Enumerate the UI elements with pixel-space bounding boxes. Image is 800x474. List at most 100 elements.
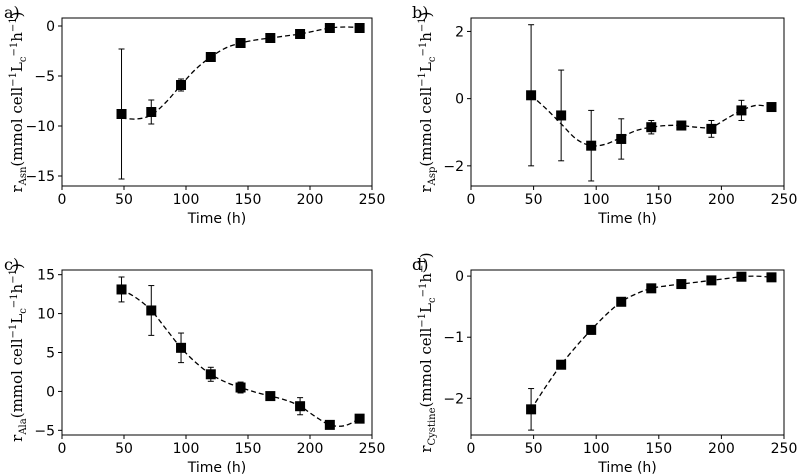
data-point bbox=[116, 109, 127, 119]
data-point bbox=[116, 284, 127, 295]
x-tick-label: 0 bbox=[58, 441, 67, 457]
data-point bbox=[706, 275, 717, 286]
y-tick-label: 0 bbox=[455, 269, 464, 285]
x-tick-label: 250 bbox=[359, 192, 386, 208]
data-point bbox=[556, 110, 567, 121]
axes-frame bbox=[61, 17, 373, 187]
data-point bbox=[766, 272, 777, 283]
y-axis-label-units: (mmol cell bbox=[8, 87, 26, 167]
axes-frame bbox=[470, 269, 785, 436]
data-point bbox=[324, 419, 335, 430]
data-point bbox=[324, 23, 335, 33]
panel-label: c) bbox=[4, 255, 19, 274]
data-point bbox=[146, 107, 157, 117]
y-axis-label-close: ) bbox=[417, 11, 435, 17]
y-axis-label-exp3: −1 bbox=[8, 17, 19, 32]
y-tick-label: 10 bbox=[37, 307, 55, 323]
x-tick-label: 100 bbox=[173, 192, 200, 208]
y-tick-label: −2 bbox=[443, 391, 464, 407]
y-tick-label: −2 bbox=[443, 159, 464, 175]
data-point bbox=[556, 359, 567, 370]
y-axis-label: rAsn(mmol cell−1Lc−1h−1) bbox=[8, 11, 29, 192]
panel-d: 0 50 100 150 200 250 −2 −1 0 Time (h) rCystine(mmo… bbox=[412, 252, 797, 474]
x-tick-label: 150 bbox=[235, 192, 262, 208]
y-axis-label-mid: L bbox=[8, 314, 26, 324]
data-point bbox=[176, 80, 187, 90]
y-axis-label-exp2: −1 bbox=[418, 42, 429, 57]
data-point bbox=[235, 382, 246, 393]
x-tick-label: 200 bbox=[297, 441, 324, 457]
y-axis-label-tail: h bbox=[8, 32, 26, 42]
y-tick-label: −1 bbox=[443, 330, 464, 346]
x-axis-label: Time (h) bbox=[187, 460, 247, 474]
data-point bbox=[586, 324, 597, 335]
y-axis-label-mid: L bbox=[417, 62, 435, 72]
y-axis-label-var: r bbox=[417, 445, 435, 453]
y-axis-label-mid: L bbox=[417, 303, 435, 313]
x-tick-label: 0 bbox=[467, 441, 476, 457]
axes-frame bbox=[61, 269, 373, 436]
y-tick-label: 0 bbox=[46, 384, 55, 400]
y-axis-label-sub2: c bbox=[427, 297, 438, 303]
x-tick-label: 200 bbox=[708, 192, 735, 208]
x-tick-label: 150 bbox=[645, 192, 672, 208]
y-axis-label-close: ) bbox=[417, 252, 435, 258]
y-axis-label-units: (mmol cell bbox=[417, 87, 435, 167]
x-tick-label: 50 bbox=[115, 441, 133, 457]
x-tick-label: 200 bbox=[297, 192, 324, 208]
data-point bbox=[586, 140, 597, 151]
fit-curve bbox=[530, 94, 772, 147]
data-point bbox=[646, 122, 657, 133]
y-tick-label: 5 bbox=[46, 346, 55, 362]
x-tick-label: 100 bbox=[583, 192, 610, 208]
data-point bbox=[265, 33, 276, 43]
y-axis-label-exp1: −1 bbox=[8, 324, 19, 339]
data-point bbox=[616, 133, 627, 144]
data-point bbox=[736, 271, 747, 282]
data-point bbox=[146, 305, 157, 316]
x-axis-label: Time (h) bbox=[597, 460, 657, 474]
fit-curve bbox=[530, 275, 772, 410]
y-tick-label: −15 bbox=[25, 169, 55, 185]
y-axis-label-sub: Asp bbox=[427, 167, 438, 187]
data-point bbox=[766, 102, 777, 113]
x-tick-label: 50 bbox=[525, 441, 543, 457]
y-axis-label-exp3: −1 bbox=[417, 17, 428, 32]
y-axis-label-var: r bbox=[8, 434, 26, 442]
panel-label: d) bbox=[412, 255, 428, 274]
y-axis-label-var: r bbox=[8, 185, 26, 193]
data-point bbox=[295, 401, 306, 412]
x-tick-label: 100 bbox=[173, 441, 200, 457]
panel-label: a) bbox=[4, 3, 20, 22]
y-tick-label: −5 bbox=[34, 423, 55, 439]
y-axis-label-exp1: −1 bbox=[417, 313, 428, 328]
y-axis-label-sub: Ala bbox=[18, 418, 29, 435]
data-point bbox=[676, 120, 687, 131]
panel-label: b) bbox=[412, 3, 428, 22]
y-axis-label-exp3: −1 bbox=[417, 258, 428, 273]
axes-frame bbox=[470, 17, 785, 187]
y-axis-label-exp1: −1 bbox=[417, 72, 428, 87]
x-tick-label: 150 bbox=[235, 441, 262, 457]
data-point bbox=[526, 90, 537, 101]
x-tick-label: 150 bbox=[645, 441, 672, 457]
y-axis-label-exp2: −1 bbox=[9, 293, 20, 308]
x-tick-label: 250 bbox=[771, 441, 798, 457]
data-point bbox=[354, 413, 365, 424]
y-axis-label: rCystine(mmol cell−1Lc−1h−1) bbox=[417, 252, 438, 452]
y-axis-label-exp1: −1 bbox=[8, 72, 19, 87]
fit-curve bbox=[121, 288, 360, 427]
y-axis-label-sub2: c bbox=[427, 56, 438, 62]
x-tick-label: 0 bbox=[58, 192, 67, 208]
y-axis-label-mid: L bbox=[8, 62, 26, 72]
y-axis-label-exp2: −1 bbox=[9, 42, 20, 57]
y-axis-label-tail: h bbox=[417, 273, 435, 283]
data-point bbox=[736, 105, 747, 116]
x-tick-label: 100 bbox=[583, 441, 610, 457]
y-axis-label-exp2: −1 bbox=[418, 283, 429, 298]
y-axis-label-tail: h bbox=[417, 32, 435, 42]
y-axis-label-close: ) bbox=[8, 11, 26, 17]
data-point bbox=[205, 369, 216, 380]
panel-a: 0 50 100 150 200 250 −15 −10 −5 0 Time (h) rAsn(mmo… bbox=[4, 3, 385, 227]
